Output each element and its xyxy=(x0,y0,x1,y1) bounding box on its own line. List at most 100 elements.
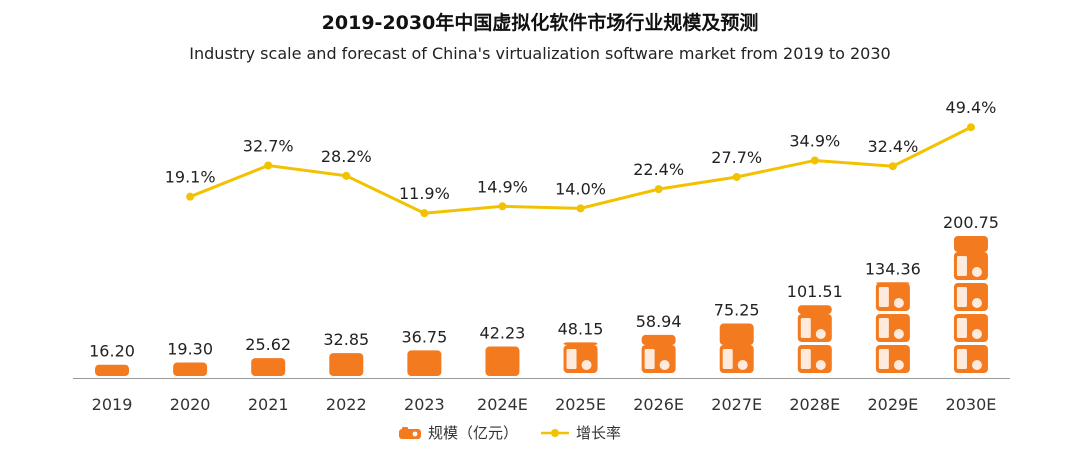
growth-value-label: 14.0% xyxy=(555,179,606,198)
bar-tile-doc-glyph xyxy=(956,318,967,338)
legend-bar-icon xyxy=(399,426,421,439)
bar-tile-cloud-glyph xyxy=(971,298,982,308)
bar-tile xyxy=(719,323,754,345)
bar-tile-cloud-glyph xyxy=(737,360,748,370)
x-tick-label: 2027E xyxy=(711,395,762,414)
growth-point xyxy=(810,156,819,165)
bar-tile-doc-glyph xyxy=(878,318,889,338)
bar-tile-doc-glyph xyxy=(956,287,967,307)
x-tick-label: 2030E xyxy=(946,395,997,414)
bar-tile-cloud-glyph xyxy=(893,360,904,370)
bar-tile xyxy=(953,236,988,252)
bar-tile-cloud-glyph xyxy=(815,329,826,339)
bar-value-label: 134.36 xyxy=(865,259,921,278)
bar xyxy=(95,364,130,376)
bar-tile-doc-glyph xyxy=(956,349,967,369)
growth-point xyxy=(654,185,663,194)
x-tick-label: 2023 xyxy=(404,395,445,414)
growth-point xyxy=(888,162,897,171)
bar-value-label: 42.23 xyxy=(480,324,526,343)
bar-value-label: 25.62 xyxy=(245,335,291,354)
growth-value-label: 27.7% xyxy=(711,148,762,167)
bar-tile xyxy=(173,362,208,376)
growth-point xyxy=(186,192,195,201)
bar-value-label: 16.20 xyxy=(89,342,135,361)
growth-value-label: 34.9% xyxy=(789,131,840,150)
growth-line xyxy=(189,125,972,215)
bar xyxy=(485,346,520,376)
bar-tile xyxy=(485,346,520,376)
x-tick-label: 2029E xyxy=(867,395,918,414)
x-tick-label: 2026E xyxy=(633,395,684,414)
chart-legend: 规模（亿元） 增长率 xyxy=(398,422,643,443)
bar-tile-cloud-glyph xyxy=(971,329,982,339)
growth-value-label: 32.7% xyxy=(243,137,294,156)
bar-tile-doc-glyph xyxy=(956,256,967,276)
bar-value-label: 58.94 xyxy=(636,312,682,331)
bar-value-label: 32.85 xyxy=(323,330,369,349)
legend-item-growth: 增长率 xyxy=(540,422,621,443)
bar-value-label: 200.75 xyxy=(943,213,999,232)
growth-point xyxy=(420,209,429,218)
bar-tile-cloud-glyph xyxy=(893,329,904,339)
growth-point xyxy=(576,204,585,213)
growth-value-label: 22.4% xyxy=(633,160,684,179)
legend-item-scale: 规模（亿元） xyxy=(398,422,518,443)
bar-tile xyxy=(407,350,442,376)
x-tick-label: 2024E xyxy=(477,395,528,414)
growth-value-label: 28.2% xyxy=(321,147,372,166)
bar xyxy=(641,334,676,373)
growth-point xyxy=(732,172,741,181)
legend-scale-label: 规模（亿元） xyxy=(428,424,519,442)
bar xyxy=(173,362,208,376)
bar-tile xyxy=(251,358,286,376)
bar-tile-cloud-glyph xyxy=(971,267,982,277)
x-tick-label: 2020 xyxy=(170,395,211,414)
bar-tile-cloud-glyph xyxy=(893,298,904,308)
bar xyxy=(329,353,364,376)
bar-tile-doc-glyph xyxy=(566,349,577,369)
bar-value-label: 19.30 xyxy=(167,340,213,359)
bar-tile-doc-glyph xyxy=(878,287,889,307)
growth-value-label: 11.9% xyxy=(399,184,450,203)
bar xyxy=(797,305,832,373)
legend-line-icon xyxy=(541,428,570,437)
growth-value-label: 49.4% xyxy=(946,98,997,117)
bar xyxy=(251,358,286,376)
growth-point xyxy=(342,171,351,180)
bar-tile-cloud-glyph xyxy=(971,360,982,370)
growth-value-label: 19.1% xyxy=(165,168,216,187)
bar-tile-cloud-glyph xyxy=(815,360,826,370)
growth-value-label: 32.4% xyxy=(867,137,918,156)
bar-value-label: 101.51 xyxy=(787,282,843,301)
bar-tile xyxy=(875,282,910,284)
bar xyxy=(875,282,910,373)
bar-tile-cloud-glyph xyxy=(581,360,592,370)
growth-value-label: 14.9% xyxy=(477,177,528,196)
x-tick-label: 2025E xyxy=(555,395,606,414)
chart-subtitle: Industry scale and forecast of China's v… xyxy=(189,44,891,63)
bar-tile-doc-glyph xyxy=(800,318,811,338)
bar-tile-doc-glyph xyxy=(800,349,811,369)
bar-tile xyxy=(95,364,130,376)
x-tick-label: 2028E xyxy=(789,395,840,414)
growth-point xyxy=(264,161,273,170)
x-tick-label: 2021 xyxy=(248,395,289,414)
growth-point xyxy=(498,202,507,211)
bar-tile-cloud-glyph xyxy=(659,360,670,370)
bar-tile xyxy=(329,353,364,376)
chart-title: 2019-2030年中国虚拟化软件市场行业规模及预测 xyxy=(321,12,759,34)
bar-tile xyxy=(641,334,676,345)
bar-tile-doc-glyph xyxy=(644,349,655,369)
x-tick-label: 2019 xyxy=(92,395,133,414)
bar xyxy=(563,342,598,373)
legend-growth-label: 增长率 xyxy=(576,424,622,442)
bar-tile-doc-glyph xyxy=(878,349,889,369)
bar-tile-doc-glyph xyxy=(722,349,733,369)
bar-tile xyxy=(797,305,832,314)
bar xyxy=(407,350,442,376)
bar-tile xyxy=(563,342,598,345)
x-tick-label: 2022 xyxy=(326,395,367,414)
bar xyxy=(719,323,754,373)
